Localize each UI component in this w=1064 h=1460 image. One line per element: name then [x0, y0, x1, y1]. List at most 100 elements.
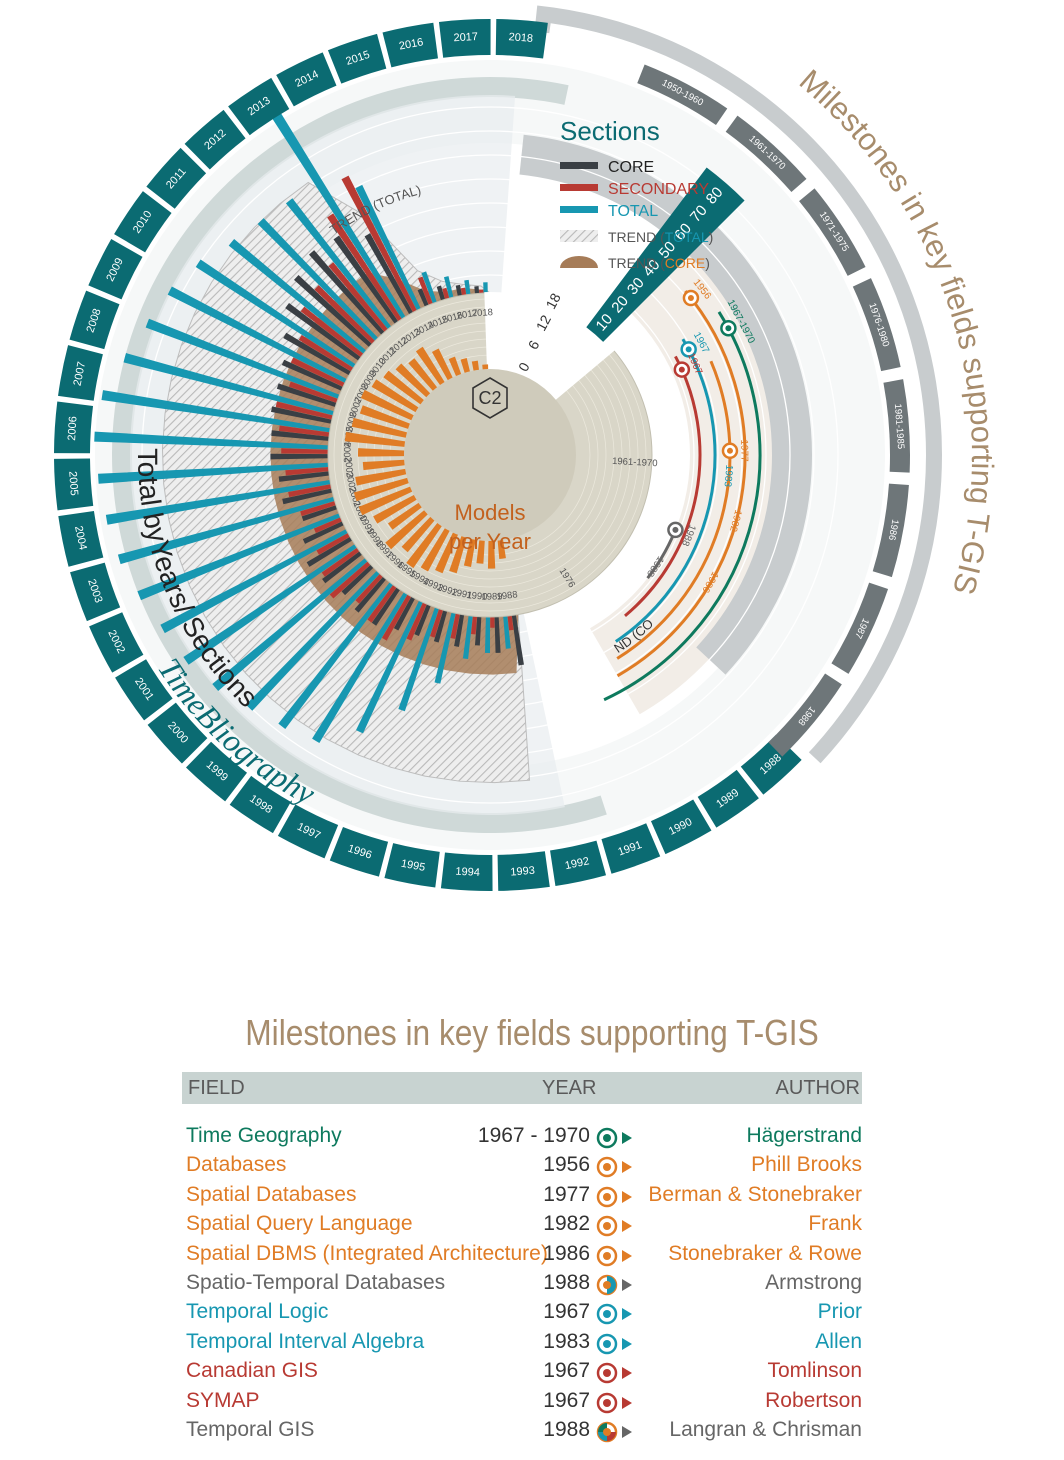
- period-block: [831, 582, 889, 674]
- bar-core-2004: [270, 453, 329, 460]
- bar-secondary-2006: [275, 401, 333, 420]
- ring-year-block-2010: [114, 191, 172, 253]
- ring-year-block-2014: [276, 52, 337, 107]
- ring-year-block-1999: [186, 741, 248, 802]
- marker-center: [603, 1192, 611, 1201]
- models-bar-2016: [460, 357, 470, 373]
- bar-total-2017: [464, 279, 471, 295]
- marker-center: [603, 1251, 611, 1260]
- bar-total-2003: [98, 462, 329, 484]
- ring-year-label: 2005: [66, 471, 80, 496]
- milestone-row: Temporal GIS 1988 Langran & Chrisman: [186, 1418, 866, 1447]
- inner-year-label: 2003: [342, 456, 355, 478]
- milestone-year: 1967: [543, 1359, 590, 1383]
- bar-core-1999: [306, 536, 353, 567]
- milestone-year: 1983: [543, 1329, 590, 1353]
- bar-secondary-2002: [288, 484, 332, 498]
- inner-year-label: 2018: [472, 307, 494, 319]
- milestone-arc-label: 1977: [738, 439, 749, 462]
- legend-trend-core-part: TREND (: [608, 255, 665, 271]
- bar-total-2004: [94, 431, 329, 450]
- models-bar-1998: [387, 502, 422, 530]
- inner-year-label: 2006: [344, 411, 360, 434]
- ring-year-label: 1994: [455, 866, 480, 879]
- milestone-author: Robertson: [765, 1388, 862, 1412]
- marker-center: [603, 1310, 611, 1319]
- milestone-author: Frank: [808, 1212, 862, 1236]
- bar-core-1992: [433, 610, 448, 643]
- bar-total-1995: [278, 582, 394, 729]
- play-arrow-icon: [622, 1337, 632, 1350]
- inner-year-label: 1989: [481, 591, 502, 602]
- models-bar-1989: [487, 540, 496, 569]
- bar-total-2006: [123, 353, 335, 416]
- bar-core-2017: [455, 284, 462, 297]
- bar-secondary-2014: [341, 175, 417, 313]
- models-bar-2003: [362, 459, 405, 471]
- milestone-dot-center: [685, 346, 692, 353]
- bar-secondary-1997: [329, 561, 371, 599]
- ring-year-label: 2016: [398, 36, 424, 52]
- legend-swatch-total: [560, 206, 598, 213]
- milestones-table-body: Time Geography 1967 - 1970 Hägerstrand Data…: [186, 1124, 866, 1447]
- legend-label-trend-total: TREND (TOTAL): [608, 229, 713, 245]
- marker-half: [607, 1275, 616, 1294]
- milestone-year: 1988: [543, 1417, 590, 1441]
- legend-trend-total-part: TREND (: [608, 229, 665, 245]
- bar-core-2008: [281, 359, 343, 391]
- inner-year-label: 1988: [496, 589, 518, 602]
- bar-total-1992: [398, 607, 439, 712]
- models-bar-2008: [360, 389, 414, 421]
- bar-total-2009: [195, 259, 356, 368]
- milestone-year: 1986: [543, 1241, 590, 1265]
- bar-core-1993: [414, 604, 431, 636]
- models-bar-2004: [358, 448, 405, 457]
- ring-year-block-2013: [228, 77, 290, 136]
- bar-core-2018: [474, 286, 480, 294]
- milestone-marker-icon: [596, 1421, 632, 1443]
- bar-total-1990: [462, 615, 473, 660]
- models-bar-2000: [358, 486, 413, 516]
- center-badge: C2: [478, 388, 501, 408]
- bar-secondary-2001: [300, 501, 336, 517]
- legend-label-core: CORE: [608, 159, 654, 176]
- milestone-arc: [616, 360, 732, 660]
- milestone-field: Temporal GIS: [186, 1417, 315, 1441]
- milestone-arc: [624, 355, 702, 618]
- bar-core-1994: [393, 596, 416, 631]
- marker-center: [603, 1427, 611, 1436]
- models-bar-1993: [435, 532, 458, 574]
- play-arrow-icon: [622, 1132, 632, 1144]
- milestone-author: Tomlinson: [767, 1359, 862, 1383]
- bar-secondary-1991: [450, 613, 460, 639]
- ring-year-block-1989: [697, 769, 759, 828]
- bar-total-2011: [257, 218, 379, 341]
- models-bar-2011: [395, 363, 431, 398]
- bar-secondary-1996: [355, 573, 383, 604]
- period-block: [872, 483, 909, 578]
- milestone-year: 1956: [543, 1153, 590, 1177]
- models-bar-2013: [415, 346, 445, 386]
- milestone-dot-center: [678, 366, 685, 373]
- models-bar-2015: [448, 356, 462, 377]
- bar-total-2000: [137, 513, 341, 601]
- bar-total-1988: [503, 616, 511, 649]
- inner-year-label: 2002: [343, 471, 358, 494]
- ring-year-label: 2004: [72, 525, 89, 551]
- models-bar-2006: [351, 417, 408, 438]
- bar-core-2011: [293, 275, 372, 348]
- milestone-field: Databases: [186, 1153, 287, 1177]
- legend-label-total: TOTAL: [608, 203, 658, 220]
- ring-year-block-1993: [497, 851, 550, 891]
- legend-trend-total-part: ): [709, 229, 714, 245]
- bar-total-1993: [355, 600, 423, 734]
- milestone-field: Temporal Logic: [186, 1300, 329, 1324]
- bar-total-1994: [312, 592, 408, 744]
- inner-year-label: 2017: [456, 308, 479, 322]
- models-bar-1995: [406, 522, 442, 569]
- milestone-marker-icon: [596, 1215, 632, 1237]
- bar-secondary-2008: [290, 357, 345, 387]
- models-bar-1991: [463, 538, 476, 568]
- ring-year-block-1990: [650, 799, 712, 855]
- models-bar-2012: [408, 358, 438, 391]
